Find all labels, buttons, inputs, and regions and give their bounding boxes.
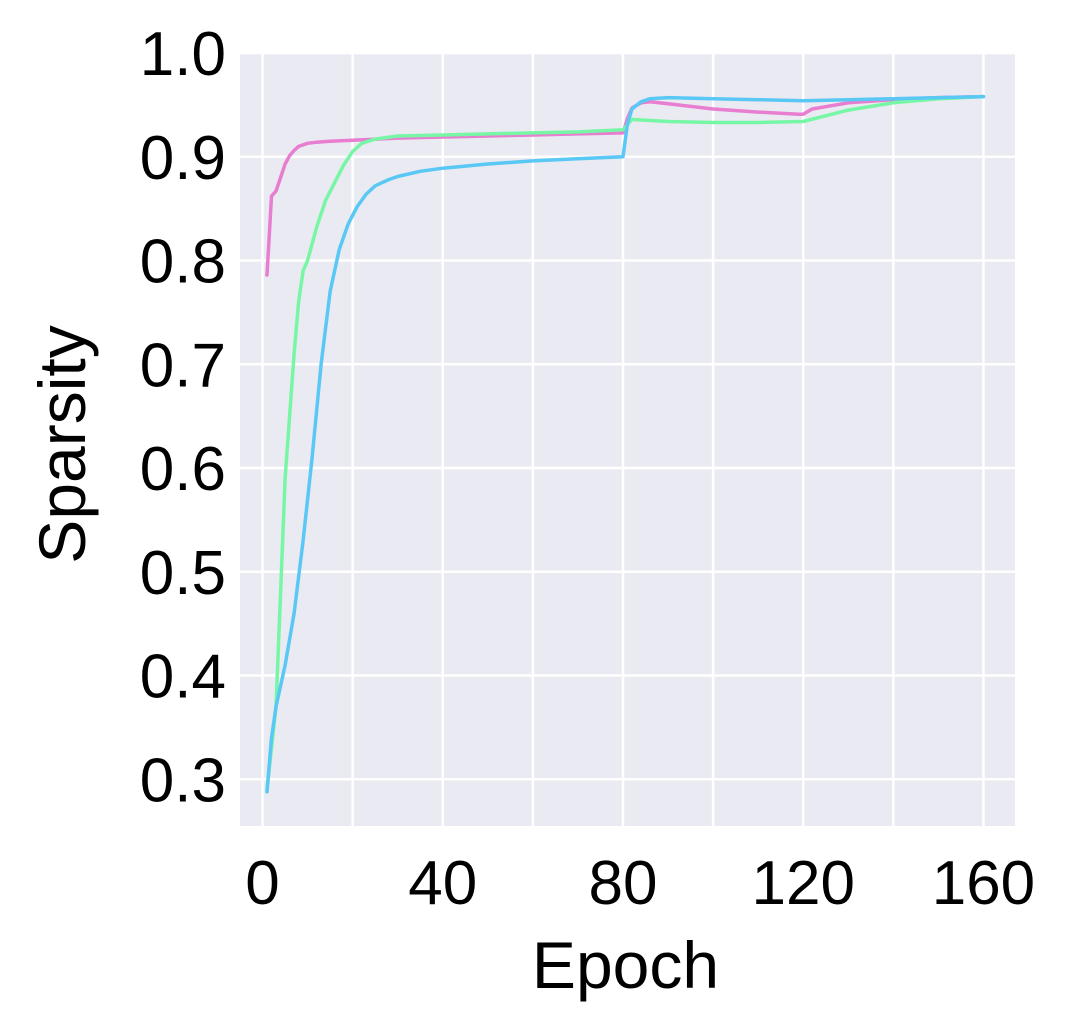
x-tick-label: 40 (408, 849, 477, 918)
y-tick-label: 0.4 (140, 643, 226, 712)
plot-area (240, 53, 1015, 826)
x-tick-label: 120 (752, 849, 855, 918)
grid (240, 51, 1015, 826)
x-tick-label: 80 (589, 849, 658, 918)
series-line-3 (265, 94, 986, 794)
y-tick-label: 0.7 (140, 331, 226, 400)
y-axis-label: Sparsity (25, 325, 99, 563)
y-tick-label: 0.6 (140, 435, 226, 504)
series-lines (265, 94, 986, 794)
y-tick-labels: 0.3 0.4 0.5 0.6 0.7 0.8 0.9 1.0 (140, 20, 226, 815)
y-tick-label: 0.8 (140, 228, 226, 297)
series-line-1 (265, 94, 986, 277)
x-tick-label: 160 (932, 849, 1035, 918)
y-tick-label: 1.0 (140, 20, 226, 89)
y-tick-label: 0.3 (140, 746, 226, 815)
series-line-2 (265, 94, 986, 792)
y-tick-label: 0.5 (140, 539, 226, 608)
x-tick-label: 0 (245, 849, 279, 918)
x-tick-labels: 0 40 80 120 160 (245, 849, 1035, 918)
x-axis-label: Epoch (532, 928, 719, 1002)
y-tick-label: 0.9 (140, 124, 226, 193)
